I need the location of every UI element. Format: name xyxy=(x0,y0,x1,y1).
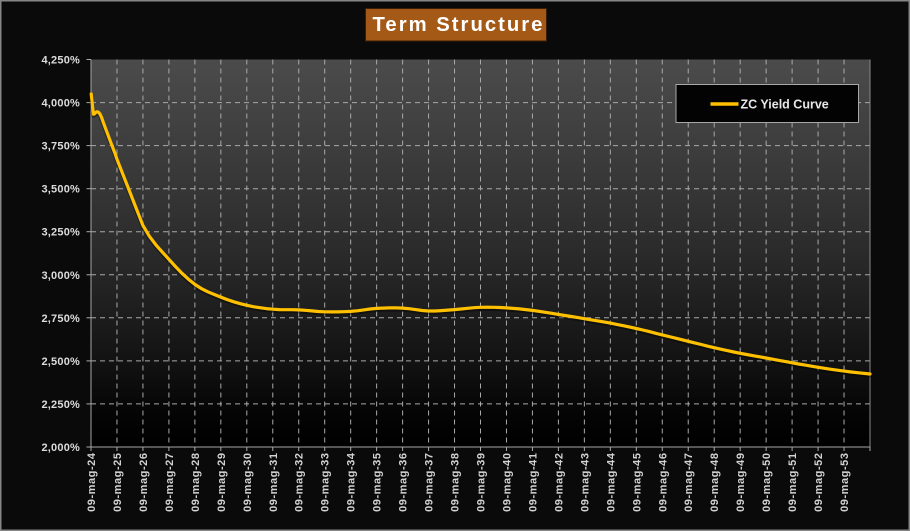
svg-text:3,750%: 3,750% xyxy=(41,141,80,153)
svg-text:09-mag-31: 09-mag-31 xyxy=(268,453,280,512)
svg-text:09-mag-44: 09-mag-44 xyxy=(605,452,617,512)
svg-text:4,000%: 4,000% xyxy=(41,98,80,110)
svg-text:09-mag-29: 09-mag-29 xyxy=(216,453,228,512)
svg-text:09-mag-45: 09-mag-45 xyxy=(631,453,643,512)
svg-text:09-mag-26: 09-mag-26 xyxy=(138,453,150,512)
svg-text:3,500%: 3,500% xyxy=(41,184,80,196)
svg-text:3,250%: 3,250% xyxy=(41,227,80,239)
svg-text:09-mag-50: 09-mag-50 xyxy=(761,453,773,512)
svg-text:09-mag-38: 09-mag-38 xyxy=(450,453,462,512)
svg-text:09-mag-46: 09-mag-46 xyxy=(657,453,669,512)
svg-text:09-mag-49: 09-mag-49 xyxy=(735,453,747,512)
svg-text:Term Structure: Term Structure xyxy=(373,14,545,36)
svg-text:09-mag-53: 09-mag-53 xyxy=(839,453,851,512)
svg-text:09-mag-40: 09-mag-40 xyxy=(501,453,513,512)
svg-text:09-mag-24: 09-mag-24 xyxy=(86,452,98,512)
svg-text:09-mag-34: 09-mag-34 xyxy=(346,452,358,512)
svg-text:2,750%: 2,750% xyxy=(41,313,80,325)
svg-text:09-mag-41: 09-mag-41 xyxy=(527,453,539,512)
svg-text:09-mag-30: 09-mag-30 xyxy=(242,453,254,512)
svg-text:ZC Yield Curve: ZC Yield Curve xyxy=(741,98,829,112)
svg-text:09-mag-42: 09-mag-42 xyxy=(553,453,565,512)
svg-text:09-mag-27: 09-mag-27 xyxy=(164,453,176,512)
svg-text:09-mag-52: 09-mag-52 xyxy=(813,453,825,512)
svg-text:2,000%: 2,000% xyxy=(41,442,80,454)
svg-text:09-mag-43: 09-mag-43 xyxy=(579,453,591,512)
svg-text:09-mag-25: 09-mag-25 xyxy=(112,453,124,512)
svg-text:09-mag-48: 09-mag-48 xyxy=(709,453,721,512)
svg-text:09-mag-33: 09-mag-33 xyxy=(320,453,332,512)
svg-text:09-mag-36: 09-mag-36 xyxy=(398,453,410,512)
svg-text:09-mag-39: 09-mag-39 xyxy=(476,453,488,512)
svg-text:09-mag-35: 09-mag-35 xyxy=(372,453,384,512)
svg-text:09-mag-51: 09-mag-51 xyxy=(787,453,799,512)
svg-text:09-mag-32: 09-mag-32 xyxy=(294,453,306,512)
svg-text:09-mag-37: 09-mag-37 xyxy=(424,453,436,512)
svg-text:3,000%: 3,000% xyxy=(41,270,80,282)
svg-text:4,250%: 4,250% xyxy=(41,55,80,67)
svg-text:09-mag-47: 09-mag-47 xyxy=(683,453,695,512)
svg-text:2,250%: 2,250% xyxy=(41,399,80,411)
svg-text:2,500%: 2,500% xyxy=(41,356,80,368)
svg-text:09-mag-28: 09-mag-28 xyxy=(190,453,202,512)
